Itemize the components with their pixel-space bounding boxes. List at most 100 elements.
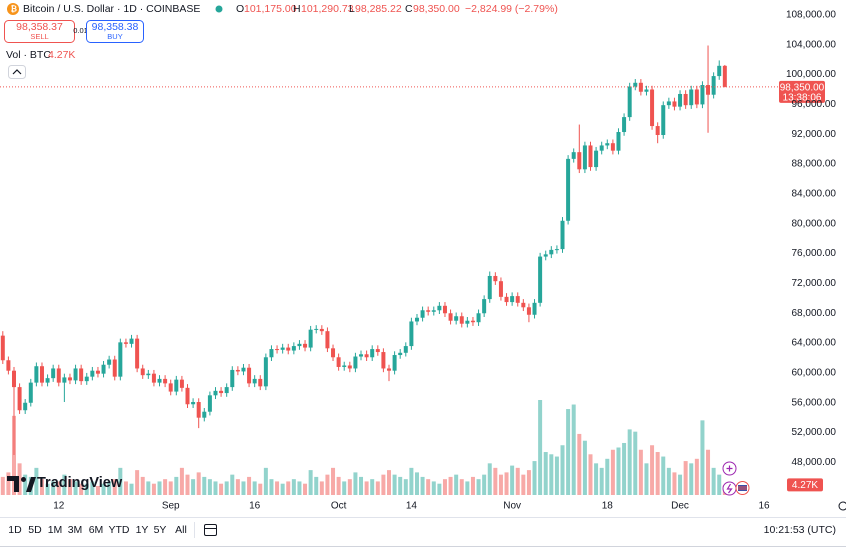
volume-bar bbox=[129, 483, 134, 495]
candle-body bbox=[510, 296, 515, 303]
candle-body bbox=[319, 328, 324, 332]
volume-bar bbox=[588, 454, 593, 495]
candle-body bbox=[599, 145, 604, 151]
y-tick-label: 96,000.00 bbox=[792, 99, 837, 110]
candle-body bbox=[179, 379, 184, 388]
candle-body bbox=[622, 117, 627, 133]
candle-body bbox=[638, 82, 643, 92]
volume-bar bbox=[196, 472, 201, 495]
volume-bar bbox=[342, 481, 347, 495]
logo-mark bbox=[26, 477, 36, 492]
logo-text: TradingView bbox=[37, 475, 123, 491]
range-button[interactable]: 5Y bbox=[154, 524, 167, 536]
candle-body bbox=[655, 126, 660, 136]
candle-body bbox=[151, 373, 156, 383]
volume-bar bbox=[123, 481, 128, 495]
candle-body bbox=[247, 367, 252, 384]
volume-bar bbox=[135, 470, 140, 495]
range-button[interactable]: 5D bbox=[28, 524, 42, 536]
candle-body bbox=[11, 370, 16, 388]
candle-body bbox=[62, 377, 67, 383]
candle-body bbox=[375, 349, 380, 353]
price-tag bbox=[779, 80, 825, 103]
candle-body bbox=[123, 342, 128, 344]
candle-body bbox=[426, 310, 431, 312]
volume-bar bbox=[157, 481, 162, 495]
candle-body bbox=[207, 395, 212, 412]
volume-bar bbox=[554, 456, 559, 495]
range-button[interactable]: YTD bbox=[109, 524, 130, 536]
candle-body bbox=[325, 331, 330, 349]
ohlc-key: L bbox=[349, 3, 355, 15]
volume-bar bbox=[711, 467, 716, 495]
candle-body bbox=[0, 335, 5, 361]
volume-bar bbox=[252, 481, 257, 495]
candle-body bbox=[73, 368, 78, 381]
x-tick-label: 18 bbox=[602, 501, 614, 512]
settings-icon[interactable] bbox=[838, 501, 846, 511]
volume-bar bbox=[291, 479, 296, 495]
date-range-button[interactable] bbox=[204, 524, 217, 536]
symbol-title[interactable]: Bitcoin / U.S. Dollar · 1D · COINBASE bbox=[23, 3, 200, 15]
volume-bar bbox=[706, 449, 711, 495]
volume-bar bbox=[185, 474, 190, 495]
candle-body bbox=[476, 313, 481, 323]
volume-bar bbox=[95, 485, 100, 495]
x-tick-label: Sep bbox=[162, 501, 180, 512]
volume-bar bbox=[683, 461, 688, 495]
y-tick-label: 84,000.00 bbox=[792, 189, 837, 200]
candle-body bbox=[370, 349, 375, 358]
volume-tag bbox=[787, 478, 823, 492]
range-button[interactable]: All bbox=[175, 524, 187, 536]
volume-bar bbox=[325, 474, 330, 495]
candle-body bbox=[269, 349, 274, 358]
candle-body bbox=[359, 354, 364, 357]
candle-body bbox=[308, 329, 313, 348]
candle-body bbox=[610, 143, 615, 151]
y-tick-label: 100,000.00 bbox=[786, 69, 836, 80]
volume-bar bbox=[45, 483, 50, 495]
sell-button[interactable] bbox=[4, 20, 75, 43]
range-button[interactable]: 1M bbox=[48, 524, 63, 536]
candle-body bbox=[661, 105, 666, 136]
y-tick-label: 80,000.00 bbox=[792, 218, 837, 229]
volume-bar bbox=[39, 479, 44, 495]
range-button[interactable]: 3M bbox=[68, 524, 83, 536]
volume-bar bbox=[442, 479, 447, 495]
candle-body bbox=[191, 402, 196, 405]
volume-bar bbox=[420, 476, 425, 495]
collapse-button[interactable] bbox=[8, 65, 26, 79]
buy-button[interactable] bbox=[86, 20, 144, 43]
flag-stripes bbox=[738, 486, 747, 490]
volume-legend-name: Vol · BTC bbox=[6, 49, 51, 61]
candle-body bbox=[521, 302, 526, 308]
volume-bar bbox=[247, 476, 252, 495]
candle-body bbox=[213, 390, 218, 396]
candle-body bbox=[6, 360, 11, 371]
market-status bbox=[215, 5, 223, 13]
candle-body bbox=[286, 347, 291, 351]
candle-body bbox=[34, 366, 39, 383]
candle-body bbox=[470, 320, 475, 323]
candle-body bbox=[101, 364, 106, 374]
volume-bar bbox=[319, 481, 324, 495]
candle-body bbox=[431, 310, 436, 312]
range-button[interactable]: 1Y bbox=[136, 524, 149, 536]
candle-body bbox=[95, 370, 100, 374]
candle-body bbox=[493, 275, 498, 282]
countdown: 13:38:06 bbox=[783, 93, 822, 104]
volume-bar bbox=[409, 467, 414, 495]
candle-body bbox=[157, 378, 162, 383]
y-tick-label: 64,000.00 bbox=[792, 338, 837, 349]
x-tick-label: Oct bbox=[331, 501, 347, 512]
candle-body bbox=[112, 359, 117, 377]
y-tick-label: 76,000.00 bbox=[792, 248, 837, 259]
range-button[interactable]: 1D bbox=[8, 524, 22, 536]
candle-body bbox=[650, 89, 655, 127]
volume-bar bbox=[498, 474, 503, 495]
volume-bar bbox=[582, 440, 587, 495]
volume-bar bbox=[375, 481, 380, 495]
candle-body bbox=[280, 347, 285, 350]
range-button[interactable]: 6M bbox=[89, 524, 104, 536]
